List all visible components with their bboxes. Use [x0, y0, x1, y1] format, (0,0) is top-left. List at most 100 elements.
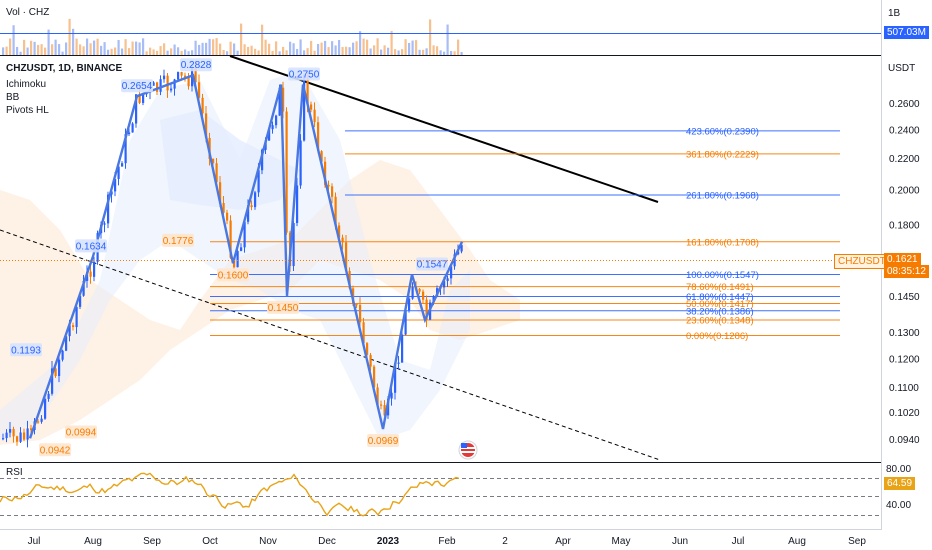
candle-body: [177, 72, 180, 80]
candle-body: [450, 266, 453, 279]
volume-bar: [443, 51, 446, 55]
time-tick-label: Dec: [318, 536, 336, 547]
candle-body: [205, 113, 208, 138]
volume-bar: [145, 51, 148, 55]
candle-body: [362, 322, 365, 344]
volume-bar: [201, 42, 204, 55]
candle-body: [383, 405, 386, 416]
volume-bar: [247, 46, 250, 55]
candle-body: [310, 104, 313, 110]
volume-bar: [446, 24, 449, 55]
candle-body: [418, 288, 421, 292]
fib-level-label: 78.60%(0.1491): [686, 282, 754, 293]
volume-bar: [194, 40, 197, 55]
candle-body: [376, 387, 379, 405]
time-tick-label: Apr: [555, 536, 571, 547]
candle-body: [331, 186, 334, 197]
candle-body: [40, 418, 43, 422]
candle-body: [156, 82, 159, 92]
candle-body: [229, 220, 232, 258]
volume-bar: [362, 38, 365, 55]
indicator-ichimoku[interactable]: Ichimoku: [6, 79, 47, 90]
candle-body: [5, 432, 8, 439]
volume-bar: [429, 19, 432, 55]
candle-body: [247, 205, 250, 222]
volume-bar: [313, 50, 316, 55]
pivot-label: 0.1450: [268, 303, 299, 314]
pivot-label: 0.1776: [163, 236, 194, 247]
pivot-label-bg: [267, 300, 299, 314]
fib-level-label: 0.00%(0.1286): [686, 331, 748, 342]
candle-body: [191, 67, 194, 87]
volume-bar: [208, 38, 211, 55]
volume-bar: [107, 49, 110, 55]
candle-body: [19, 432, 22, 442]
candle-body: [226, 212, 229, 221]
volume-bar: [128, 48, 131, 55]
volume-bar: [285, 50, 288, 55]
pivot-label: 0.1547: [417, 259, 448, 270]
time-tick-label: 2: [502, 536, 508, 547]
volume-bar: [359, 31, 362, 55]
candle-body: [212, 158, 215, 164]
volume-bar: [369, 48, 372, 55]
volume-bar: [65, 42, 68, 55]
volume-bar: [278, 51, 281, 55]
fib-level-label: 100.00%(0.1547): [686, 270, 759, 281]
candle-body: [240, 247, 243, 251]
fib-level-label: 161.80%(0.1708): [686, 237, 759, 248]
volume-bar: [75, 38, 78, 55]
volume-bar: [187, 51, 190, 55]
candle-body: [317, 122, 320, 152]
rsi-axis-80: 80.00: [886, 464, 912, 475]
candle-body: [457, 251, 460, 255]
pivot-label: 0.2654: [122, 81, 153, 92]
volume-bar: [93, 40, 96, 55]
price-tick-label: 0.0940: [889, 435, 920, 446]
volume-bar: [191, 50, 194, 55]
candle-body: [236, 250, 239, 268]
candle-body: [257, 170, 260, 193]
volume-bar: [275, 41, 278, 55]
candle-body: [285, 111, 288, 233]
volume-last-badge: 507.03M: [884, 26, 929, 39]
volume-bar: [219, 43, 222, 55]
candle-body: [12, 429, 15, 437]
candle-body: [408, 298, 411, 311]
time-tick-label: Jul: [28, 536, 41, 547]
fib-level-label: 261.80%(0.1968): [686, 191, 759, 202]
candle-body: [117, 166, 120, 179]
volume-bar: [376, 38, 379, 55]
indicator-pivots[interactable]: Pivots HL: [6, 105, 49, 116]
indicator-bb[interactable]: BB: [6, 92, 20, 103]
volume-bar: [198, 44, 201, 55]
volume-bar: [268, 43, 271, 55]
volume-bar: [54, 39, 57, 55]
pivot-label: 0.1634: [76, 241, 107, 252]
volume-bar: [404, 39, 407, 55]
candle-body: [121, 163, 124, 167]
support-trendline: [0, 229, 661, 461]
candle-body: [159, 79, 162, 92]
time-tick-label: Feb: [438, 536, 456, 547]
pivot-label-bg: [10, 343, 42, 357]
candle-body: [411, 287, 414, 299]
volume-bar: [184, 49, 187, 55]
candle-body: [446, 278, 449, 282]
volume-bar: [121, 48, 124, 55]
volume-bar: [373, 45, 376, 55]
candle-body: [114, 178, 117, 192]
candle-body: [278, 87, 281, 116]
symbol-title[interactable]: CHZUSDT, 1D, BINANCE: [6, 63, 123, 74]
rsi-title[interactable]: RSI: [6, 467, 23, 478]
volume-bar: [338, 39, 341, 55]
candle-body: [320, 151, 323, 162]
volume-bar: [68, 18, 71, 55]
pivot-label-bg: [288, 67, 320, 81]
volume-bar: [355, 41, 358, 55]
candle-body: [338, 225, 341, 238]
candle-body: [37, 421, 40, 423]
candle-body: [75, 306, 78, 328]
countdown-badge: 08:35:12: [884, 265, 929, 278]
